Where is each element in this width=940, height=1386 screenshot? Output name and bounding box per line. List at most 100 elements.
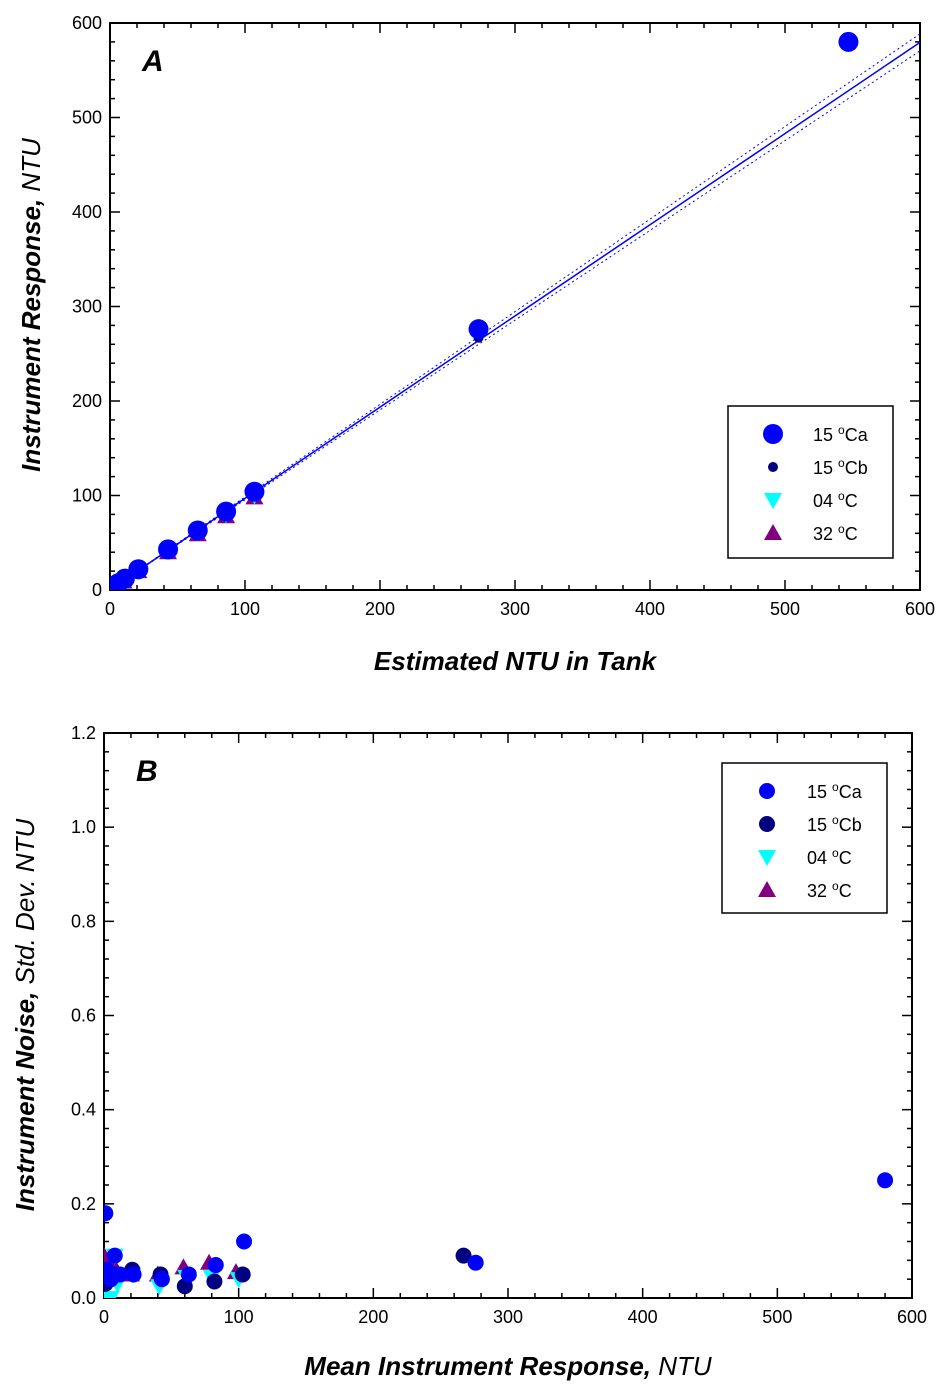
data-point — [187, 520, 208, 541]
data-point — [153, 1271, 170, 1288]
legend-entry-rest: C — [845, 491, 858, 511]
y-tick-label: 0.8 — [71, 911, 96, 931]
panel-a: 0 100 200 300 400 500 600 0 100 200 300 400 500 600 A 1… — [16, 13, 935, 676]
legend-entry-rest: C — [845, 524, 858, 544]
legend-entry-degree: o — [832, 846, 839, 860]
x-tick-label: 100 — [224, 1307, 254, 1327]
x-axis-title-unit: NTU — [658, 1351, 712, 1381]
data-point — [467, 1254, 484, 1271]
panel-label: A — [141, 45, 164, 78]
y-tick-label: 200 — [72, 391, 102, 411]
x-tick-label: 0 — [99, 1307, 109, 1327]
x-tick-label: 400 — [635, 599, 665, 619]
legend-entry-main: 32 — [813, 524, 838, 544]
y-axis-title: Instrument Response, NTU — [16, 138, 46, 472]
y-tick-label: 0.2 — [71, 1194, 96, 1214]
legend-box — [721, 762, 888, 914]
legend-entry-degree: o — [838, 456, 845, 470]
series-0 — [104, 1172, 894, 1288]
legend-entry: 15 oCa — [807, 780, 863, 802]
data-point — [180, 1266, 197, 1283]
y-tick-label: 1.0 — [71, 817, 96, 837]
x-tick-label: 500 — [762, 1307, 792, 1327]
legend-entry-main: 15 — [807, 815, 832, 835]
legend-entry-main: 15 — [807, 782, 832, 802]
legend-entry: 15 oCa — [813, 423, 869, 445]
legend-entry-degree: o — [832, 813, 839, 827]
regression-line — [109, 41, 921, 591]
data-point — [244, 481, 265, 502]
data-point — [236, 1233, 253, 1250]
data-point — [112, 1266, 129, 1283]
y-axis-title-unit: Std. Dev. NTU — [10, 819, 40, 985]
legend-entry-rest: Ca — [839, 782, 863, 802]
x-axis-title: Estimated NTU in Tank — [374, 646, 658, 676]
legend-entry-rest: Cb — [839, 815, 862, 835]
legend-entry-degree: o — [832, 780, 839, 794]
legend-entry-degree: o — [832, 879, 839, 893]
series-1 — [104, 1247, 472, 1295]
data-point — [838, 31, 859, 52]
series-0 — [110, 31, 859, 590]
data-point — [234, 1266, 251, 1283]
y-tick-label: 600 — [72, 13, 102, 33]
legend-marker — [768, 462, 778, 472]
x-tick-label: 300 — [500, 599, 530, 619]
data-point — [455, 1247, 472, 1264]
legend-marker — [759, 783, 775, 799]
confidence-band-line — [109, 50, 921, 590]
legend-marker — [764, 493, 782, 509]
y-tick-label: 100 — [72, 486, 102, 506]
data-point — [128, 559, 149, 580]
ticks — [109, 22, 921, 591]
y-tick-label: 0 — [92, 580, 102, 600]
legend-marker — [763, 424, 783, 444]
legend-entry-degree: o — [838, 423, 845, 437]
y-tick-label: 0.0 — [71, 1288, 96, 1308]
legend-entry-rest: C — [839, 848, 852, 868]
data-point — [206, 1273, 223, 1290]
legend-entry: 32 oC — [807, 879, 852, 901]
confidence-band-line — [109, 33, 921, 590]
legend-entry-main: 32 — [807, 881, 832, 901]
x-tick-label: 600 — [897, 1307, 927, 1327]
x-axis-title: Mean Instrument Response, NTU — [304, 1351, 712, 1381]
legend-entry-rest: C — [839, 881, 852, 901]
data-point — [207, 1257, 224, 1274]
data-point — [877, 1172, 894, 1189]
y-tick-label: 0.4 — [71, 1100, 96, 1120]
legend-entry-main: 15 — [813, 425, 838, 445]
y-tick-label: 400 — [72, 202, 102, 222]
y-tick-label: 500 — [72, 108, 102, 128]
x-tick-label: 0 — [105, 599, 115, 619]
legend-entry: 04 oC — [807, 846, 852, 868]
legend-entry-main: 04 — [813, 491, 838, 511]
y-axis-title-main: Instrument Response, — [16, 192, 46, 472]
y-tick-label: 0.6 — [71, 1006, 96, 1026]
panel-b: 0 100 200 300 400 500 600 0.0 0.2 0.4 0.6 0.8 1.0 1.2… — [10, 723, 927, 1381]
x-tick-label: 300 — [493, 1307, 523, 1327]
legend-entry: 15 oCb — [813, 456, 868, 478]
legend-marker — [764, 524, 782, 540]
y-tick-label: 1.2 — [71, 723, 96, 743]
legend-box — [727, 405, 894, 559]
x-tick-label: 600 — [905, 599, 935, 619]
legend-marker — [758, 881, 776, 897]
y-tick-label: 300 — [72, 297, 102, 317]
legend-marker — [759, 816, 775, 832]
legend-marker — [758, 850, 776, 866]
data-point — [104, 1291, 120, 1298]
legend-entry-degree: o — [838, 522, 845, 536]
data-point — [125, 1266, 142, 1283]
x-tick-label: 100 — [230, 599, 260, 619]
data-point — [468, 319, 489, 340]
data-point — [106, 1247, 123, 1264]
x-axis-title-main: Mean Instrument Response, — [304, 1351, 658, 1381]
y-axis-title-unit: NTU — [16, 138, 46, 192]
y-axis-title-main: Instrument Noise, — [10, 984, 40, 1211]
data-point — [216, 501, 237, 522]
ticks — [103, 732, 913, 1299]
